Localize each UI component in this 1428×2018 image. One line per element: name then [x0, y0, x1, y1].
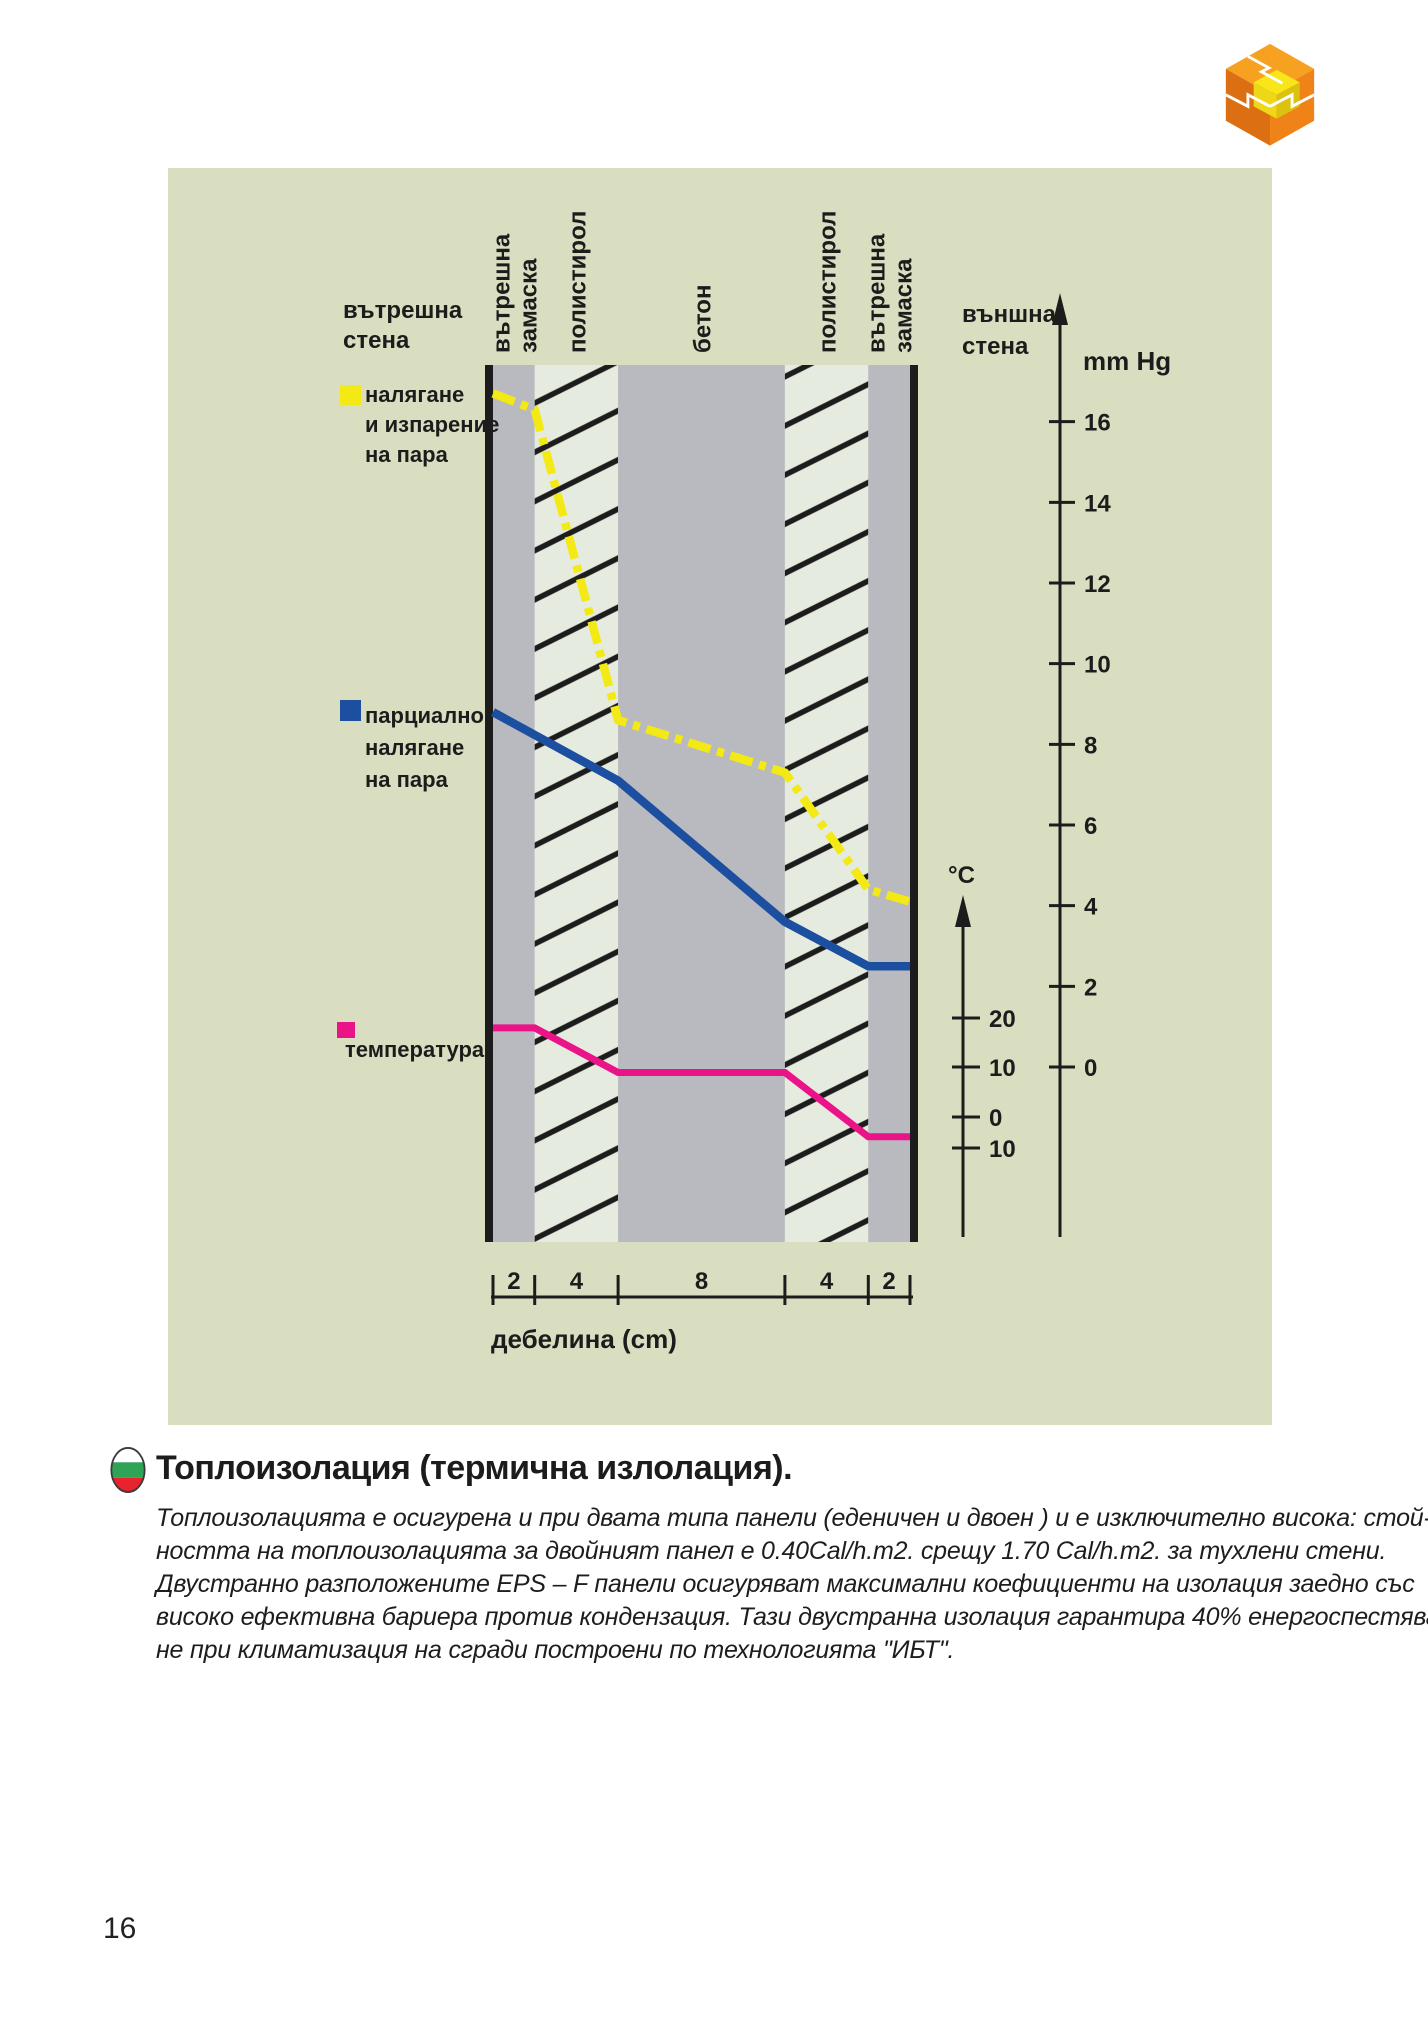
pressure-tick-label: 4: [1084, 894, 1098, 921]
chart-series: [490, 389, 912, 1141]
pressure-tick-label: 6: [1084, 813, 1097, 840]
flag-outline: [110, 1447, 146, 1493]
paragraph-line: високо ефективна бариера против конденза…: [156, 1603, 1428, 1631]
pressure-tick-label: 8: [1084, 732, 1097, 759]
outer-wall-label-line2: стена: [962, 333, 1029, 360]
legend-label: налягане: [365, 382, 464, 407]
paragraph-line: Двустранно разположените EPS – F панели …: [156, 1570, 1415, 1598]
layer-label: полистирол: [564, 211, 591, 353]
pressure-tick-label: 0: [1084, 1055, 1097, 1082]
heading-row: Топлоизолация (термична излолация).: [110, 1443, 1280, 1495]
paragraph-line: ността на топлоизолацията за двойният па…: [156, 1537, 1387, 1565]
inner-wall-label-line1: вътрешна: [343, 297, 463, 324]
outer-wall-label-line1: външна: [962, 301, 1057, 328]
text-section: Топлоизолация (термична излолация). Топл…: [110, 1443, 1428, 1667]
temp-tick-label: 20: [989, 1006, 1016, 1033]
legend-swatch: [337, 1022, 355, 1038]
pressure-tick-label: 14: [1084, 490, 1111, 517]
layer-label: бетон: [690, 285, 717, 353]
legend-label: на пара: [365, 442, 449, 467]
puzzle-cube-icon: [1225, 43, 1315, 146]
polystyrene-hatch: [534, 365, 619, 1242]
legend-label: налягане: [365, 735, 464, 760]
legend-label: парциално: [365, 703, 484, 728]
yellow-piece-left: [1253, 82, 1277, 119]
wall-diagram: вътрешна замаска полистирол бетон полистирол…: [337, 211, 1171, 1354]
series-line-0: [491, 389, 912, 906]
pressure-tick-label: 12: [1084, 571, 1111, 598]
series-line-1: [490, 708, 910, 971]
puzzle-seam: [1247, 55, 1284, 85]
inner-wall-label-line2: стена: [343, 327, 410, 354]
thickness-label: 4: [820, 1268, 834, 1295]
layer-label: вътрешна: [488, 233, 515, 353]
temp-tick-label: 10: [989, 1055, 1016, 1082]
bulgaria-flag-icon: [110, 1447, 146, 1493]
thickness-label: 2: [507, 1268, 520, 1295]
temp-axis-arrow: [955, 895, 971, 927]
pressure-tick-label: 2: [1084, 974, 1097, 1001]
temp-tick-label: 10: [989, 1136, 1016, 1163]
page-number: 16: [103, 1912, 137, 1945]
thickness-scale: 2 4 8 4 2: [491, 1268, 913, 1305]
diagram-panel: вътрешна замаска полистирол бетон полистирол…: [168, 168, 1272, 1425]
legend-label: на пара: [365, 767, 449, 792]
series-line-2: [493, 1024, 910, 1141]
company-logo: [1222, 42, 1318, 152]
layer-label: замаска: [515, 258, 542, 353]
flag-green-band: [111, 1462, 145, 1478]
yellow-piece-right: [1276, 82, 1300, 119]
legend-label: температура: [345, 1037, 485, 1062]
pressure-axis-arrow: [1052, 293, 1068, 325]
section-paragraph: Топлоизолацията е осигурена и при двата …: [156, 1502, 1428, 1667]
paragraph-line: Топлоизолацията е осигурена и при двата …: [156, 1504, 1428, 1532]
pressure-tick-label: 10: [1084, 652, 1111, 679]
temp-axis-unit: °C: [948, 862, 975, 889]
thickness-axis-label: дебелина (cm): [491, 1324, 677, 1354]
wall-layer-plaster: [868, 365, 910, 1242]
thickness-label: 8: [695, 1268, 708, 1295]
wall-layers: вътрешна замаска полистирол бетон полистирол…: [485, 211, 918, 1242]
paragraph-line: не при климатизация на сгради построени …: [156, 1636, 955, 1664]
layer-label: полистирол: [815, 211, 842, 353]
chart-legend: налягане и изпарение на пара парциално наляг…: [337, 382, 499, 1062]
layer-label: замаска: [891, 258, 918, 353]
legend-label: и изпарение: [365, 412, 499, 437]
wall-layer-plaster: [493, 365, 535, 1242]
puzzle-seam: [1225, 92, 1271, 109]
layer-label: вътрешна: [864, 233, 891, 353]
pressure-tick-label: 16: [1084, 410, 1111, 437]
legend-swatch: [340, 385, 361, 405]
inner-wall-edge: [485, 365, 493, 1242]
temp-tick-label: 0: [989, 1105, 1002, 1132]
puzzle-seam: [1269, 92, 1315, 109]
thickness-label: 4: [570, 1268, 584, 1295]
outer-wall-edge: [910, 365, 918, 1242]
polystyrene-hatch: [784, 365, 869, 1242]
pressure-axis-unit: mm Hg: [1083, 346, 1171, 376]
legend-swatch: [340, 700, 361, 721]
section-heading: Топлоизолация (термична излолация).: [156, 1449, 793, 1487]
thickness-label: 2: [882, 1268, 895, 1295]
